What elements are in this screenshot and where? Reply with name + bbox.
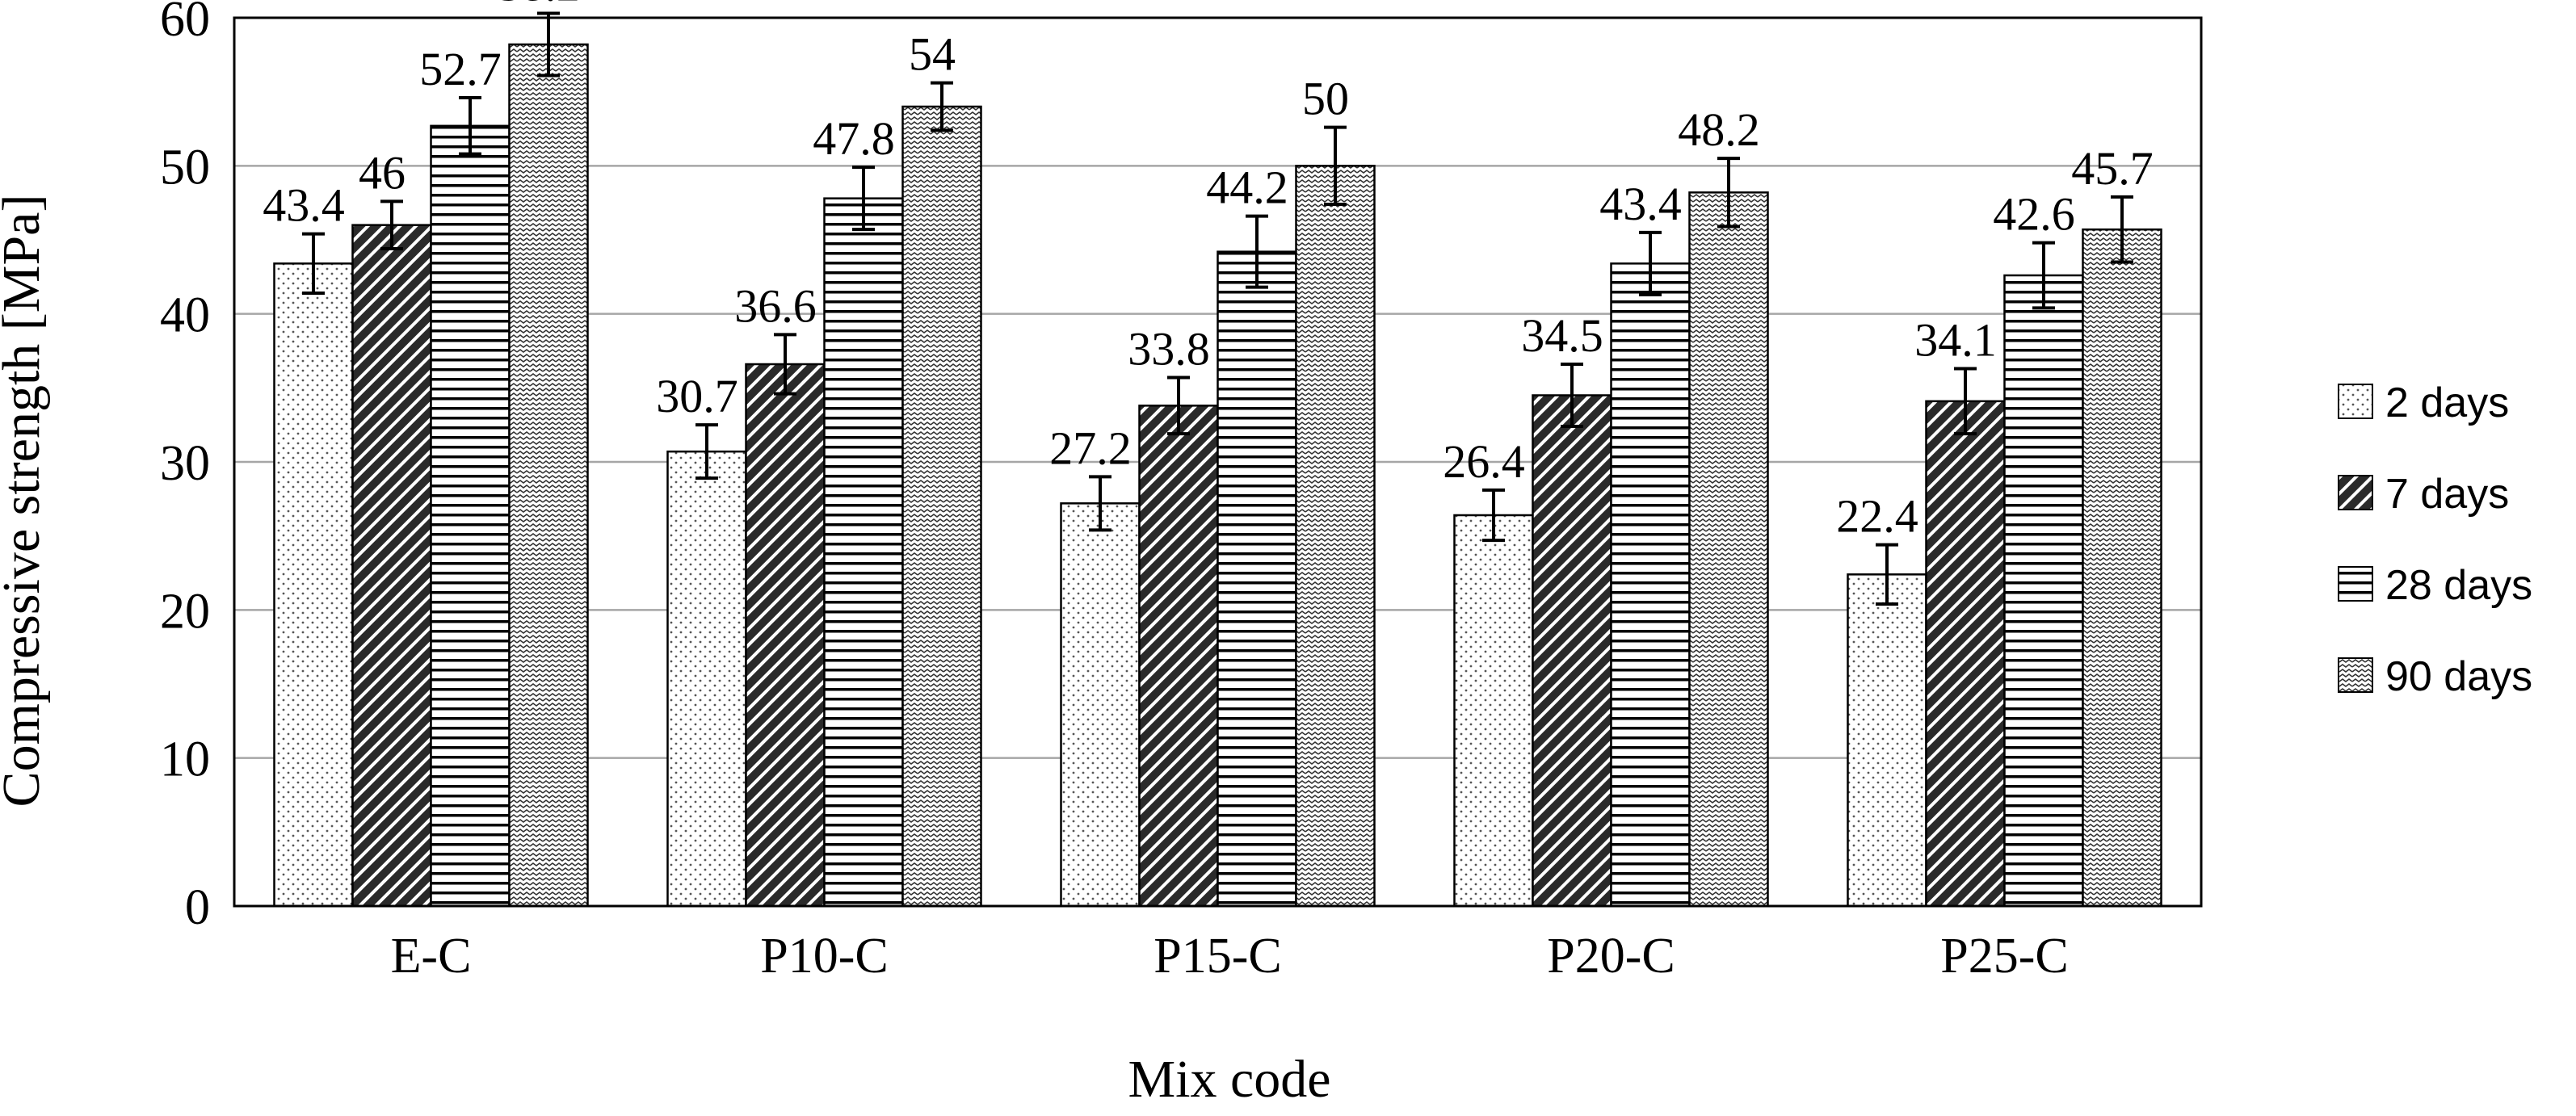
y-tick-label: 30 <box>160 436 210 491</box>
value-label: 54 <box>909 28 956 81</box>
legend-swatch <box>2338 657 2373 693</box>
error-bar <box>695 423 718 480</box>
bar <box>1453 514 1534 908</box>
x-tick-label: P10-C <box>760 929 888 984</box>
value-label: 22.4 <box>1836 490 1918 543</box>
error-bar <box>931 81 953 132</box>
bar <box>1217 250 1297 908</box>
value-label: 34.1 <box>1914 314 1997 367</box>
x-tick-label: P15-C <box>1154 929 1281 984</box>
bar <box>1925 400 2006 908</box>
value-label: 52.7 <box>419 43 502 95</box>
axes: 0 10 20 30 40 50 60 E-C P10-C P15-C P20-C P25-C <box>160 0 2203 984</box>
y-tick-label: 10 <box>160 732 210 787</box>
y-tick-label: 20 <box>160 584 210 639</box>
x-tick-label: P20-C <box>1547 929 1675 984</box>
bar <box>1060 502 1141 908</box>
error-bar <box>852 166 875 232</box>
error-bar <box>1561 363 1583 428</box>
value-label: 47.8 <box>813 112 895 165</box>
legend-label: 7 days <box>2385 471 2509 518</box>
error-bar <box>1324 125 1347 206</box>
legend-swatch <box>2338 475 2373 510</box>
bar <box>351 224 432 908</box>
legend-item: 28 days <box>2338 562 2532 609</box>
error-bar <box>2032 241 2055 310</box>
x-tick-label: P25-C <box>1940 929 2068 984</box>
bar <box>430 124 511 908</box>
error-bar <box>1717 157 1740 229</box>
value-label: 48.2 <box>1678 103 1760 156</box>
value-label: 30.7 <box>656 370 738 422</box>
error-bar <box>380 199 403 250</box>
legend-label: 90 days <box>2385 653 2532 700</box>
error-bar <box>1246 214 1268 289</box>
error-bar <box>1089 475 1112 532</box>
bar <box>2003 274 2084 908</box>
error-bar <box>459 96 481 156</box>
value-label: 43.4 <box>1599 178 1682 230</box>
bar <box>1295 165 1376 908</box>
value-label: 27.2 <box>1049 422 1132 474</box>
value-label: 46 <box>359 146 406 199</box>
bar <box>666 450 747 908</box>
y-tick-label: 50 <box>160 140 210 195</box>
error-bar <box>2111 195 2133 264</box>
value-label: 36.6 <box>734 279 817 332</box>
error-bar <box>1876 543 1898 606</box>
legend: 2 days 7 days 28 days 90 days <box>2338 380 2532 700</box>
legend-swatch <box>2338 384 2373 419</box>
bar <box>273 262 354 908</box>
value-label: 44.2 <box>1206 162 1288 214</box>
y-axis-title: Compressive strength [MPa] <box>0 195 51 808</box>
error-bar <box>1639 230 1662 296</box>
legend-item: 90 days <box>2338 653 2532 700</box>
bar <box>1847 573 1927 908</box>
value-label: 58.2 <box>498 0 580 11</box>
bar <box>823 197 904 908</box>
bar <box>745 363 826 908</box>
legend-swatch <box>2338 566 2373 602</box>
value-label: 43.4 <box>263 179 345 232</box>
plot-frame <box>233 16 2203 908</box>
error-bar <box>537 11 560 78</box>
error-bars <box>302 11 2133 606</box>
bar <box>1532 394 1612 908</box>
bar <box>1610 262 1691 908</box>
error-bar <box>774 333 796 396</box>
bar <box>1688 191 1769 908</box>
value-label: 26.4 <box>1443 435 1525 488</box>
value-label: 45.7 <box>2071 142 2154 195</box>
error-bar <box>302 232 325 295</box>
value-label: 34.5 <box>1521 309 1603 362</box>
error-bar <box>1482 488 1505 543</box>
legend-label: 2 days <box>2385 380 2509 426</box>
legend-label: 28 days <box>2385 562 2532 609</box>
bar <box>1138 405 1219 908</box>
bar <box>2082 228 2162 908</box>
error-bar <box>1954 367 1977 436</box>
error-bar <box>1167 375 1190 436</box>
y-tick-label: 60 <box>160 0 210 47</box>
legend-item: 7 days <box>2338 471 2509 518</box>
value-label: 42.6 <box>1993 188 2075 241</box>
bar <box>508 43 589 908</box>
y-tick-label: 40 <box>160 288 210 343</box>
legend-item: 2 days <box>2338 380 2509 426</box>
value-label: 50 <box>1302 73 1349 125</box>
x-tick-label: E-C <box>391 929 472 984</box>
x-axis-title: Mix code <box>1128 1050 1330 1109</box>
bar <box>901 105 982 908</box>
value-label: 33.8 <box>1128 323 1210 375</box>
y-tick-label: 0 <box>185 880 210 935</box>
